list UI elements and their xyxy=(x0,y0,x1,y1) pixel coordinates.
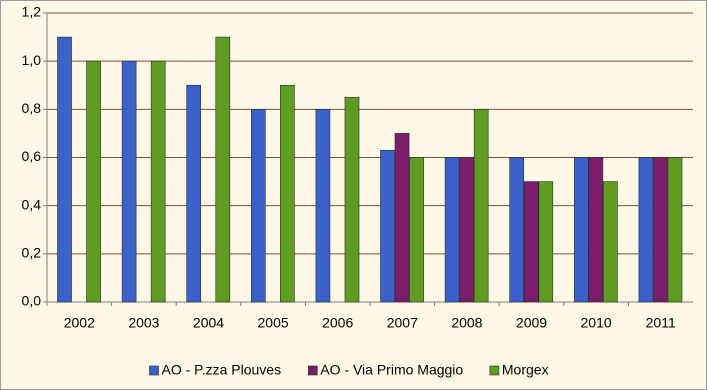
bar xyxy=(186,84,202,303)
x-tick-label: 2010 xyxy=(581,315,612,331)
bar xyxy=(86,60,101,303)
x-tick-label: 2007 xyxy=(387,315,418,331)
y-tick-label: 0,2 xyxy=(22,245,42,261)
x-tick-label: 2006 xyxy=(322,315,353,331)
legend-swatch xyxy=(489,365,500,376)
x-tick-label: 2009 xyxy=(516,315,547,331)
bar xyxy=(315,109,331,303)
bar xyxy=(459,157,474,303)
bar xyxy=(509,157,525,303)
x-tick-label: 2004 xyxy=(193,315,224,331)
bar xyxy=(603,181,618,303)
y-tick-label: 0,0 xyxy=(22,293,42,309)
bar xyxy=(667,157,683,303)
bar xyxy=(121,60,137,303)
bar xyxy=(380,149,395,303)
bar xyxy=(573,157,589,303)
y-tick-label: 1,0 xyxy=(22,52,42,68)
bar xyxy=(409,157,424,303)
bar xyxy=(394,133,410,303)
bar xyxy=(344,96,360,303)
bar xyxy=(653,157,668,303)
legend-swatch xyxy=(307,365,318,376)
y-tick-label: 0,8 xyxy=(22,100,42,116)
x-tick-label: 2002 xyxy=(64,315,95,331)
bar xyxy=(538,181,554,303)
bar xyxy=(444,157,460,303)
x-tick-label: 2008 xyxy=(451,315,482,331)
bar xyxy=(150,60,166,303)
bar xyxy=(250,109,266,303)
bar xyxy=(523,181,539,303)
x-tick-label: 2005 xyxy=(258,315,289,331)
bar xyxy=(280,84,295,303)
x-tick-label: 2011 xyxy=(646,315,676,331)
legend-label: AO - P.zza Plouves xyxy=(162,362,282,378)
y-tick-label: 0,6 xyxy=(22,148,42,164)
y-tick-label: 0,4 xyxy=(22,196,42,212)
bar xyxy=(215,36,231,303)
y-tick-label: 1,2 xyxy=(22,4,42,20)
x-tick-label: 2003 xyxy=(128,315,159,331)
bar xyxy=(57,36,72,303)
bar xyxy=(473,109,489,303)
legend-swatch xyxy=(149,365,159,376)
legend-label: AO - Via Primo Maggio xyxy=(320,362,463,378)
bar xyxy=(638,157,654,303)
bar xyxy=(588,157,604,303)
legend-label: Morgex xyxy=(502,362,549,378)
